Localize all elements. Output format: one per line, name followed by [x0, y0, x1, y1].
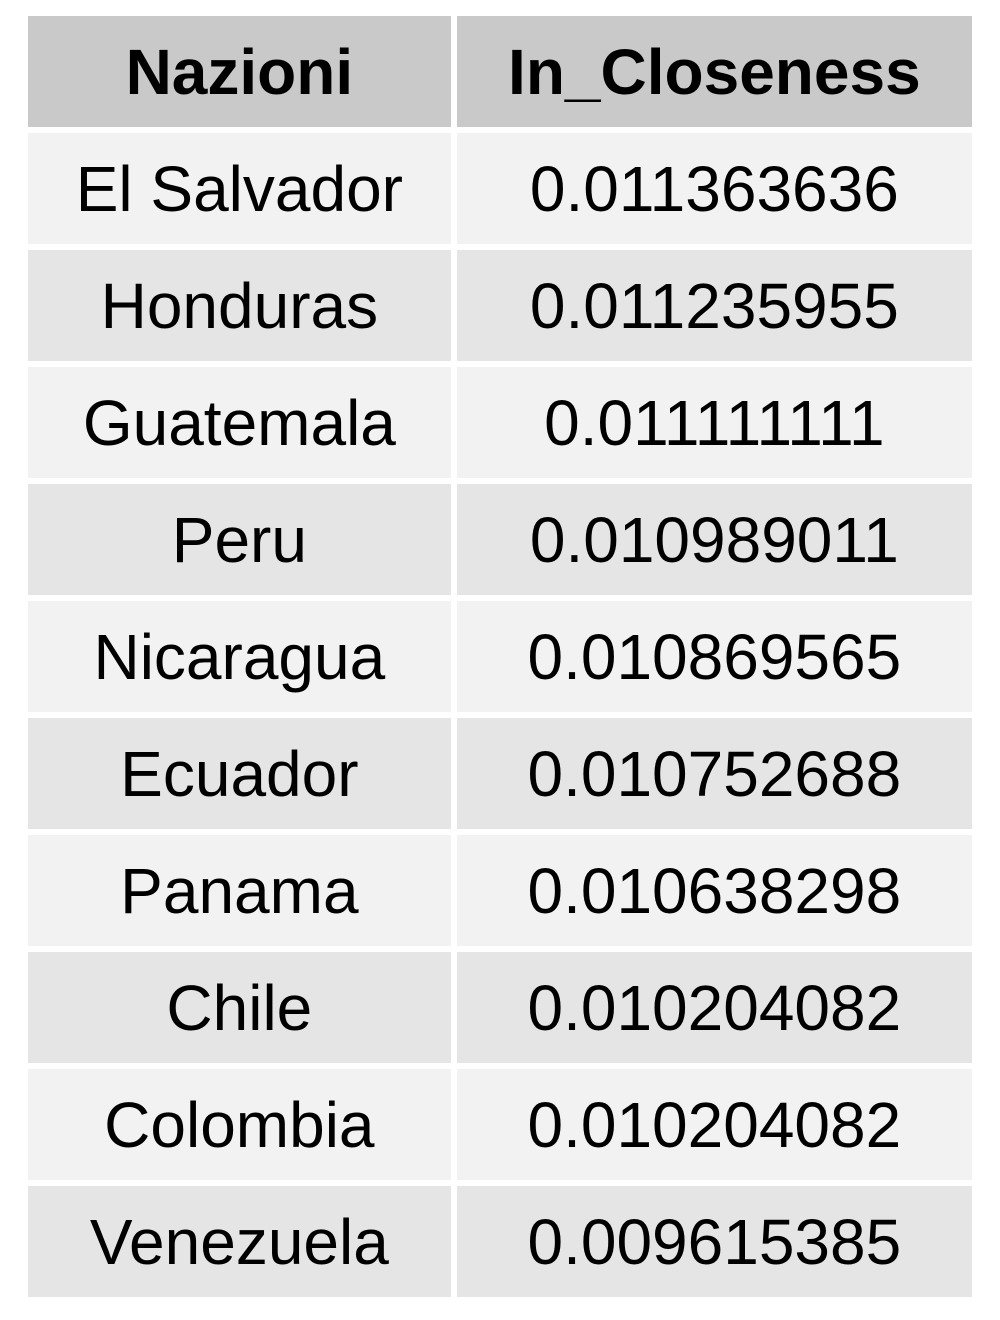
- cell-in-closeness: 0.011363636: [456, 133, 972, 244]
- cell-nazione: Venezuela: [28, 1186, 451, 1297]
- cell-nazione: Honduras: [28, 250, 451, 361]
- cell-in-closeness: 0.010204082: [456, 1069, 972, 1180]
- table-row: Nicaragua 0.010869565: [28, 601, 972, 712]
- cell-in-closeness: 0.009615385: [456, 1186, 972, 1297]
- cell-nazione: El Salvador: [28, 133, 451, 244]
- table-row: El Salvador 0.011363636: [28, 133, 972, 244]
- table-row: Peru 0.010989011: [28, 484, 972, 595]
- table-row: Guatemala 0.011111111: [28, 367, 972, 478]
- cell-in-closeness: 0.010752688: [456, 718, 972, 829]
- header-nazioni: Nazioni: [28, 16, 451, 127]
- cell-in-closeness: 0.011235955: [456, 250, 972, 361]
- cell-nazione: Chile: [28, 952, 451, 1063]
- table-row: Panama 0.010638298: [28, 835, 972, 946]
- header-row: Nazioni In_Closeness: [28, 16, 972, 127]
- table-row: Chile 0.010204082: [28, 952, 972, 1063]
- table-row: Venezuela 0.009615385: [28, 1186, 972, 1297]
- header-in-closeness: In_Closeness: [456, 16, 972, 127]
- data-table-container: Nazioni In_Closeness El Salvador 0.01136…: [28, 16, 972, 1297]
- cell-nazione: Nicaragua: [28, 601, 451, 712]
- closeness-table: Nazioni In_Closeness El Salvador 0.01136…: [22, 10, 978, 1303]
- cell-nazione: Panama: [28, 835, 451, 946]
- table-row: Colombia 0.010204082: [28, 1069, 972, 1180]
- cell-in-closeness: 0.011111111: [456, 367, 972, 478]
- cell-nazione: Peru: [28, 484, 451, 595]
- cell-in-closeness: 0.010989011: [456, 484, 972, 595]
- table-row: Ecuador 0.010752688: [28, 718, 972, 829]
- cell-nazione: Ecuador: [28, 718, 451, 829]
- cell-in-closeness: 0.010638298: [456, 835, 972, 946]
- cell-nazione: Guatemala: [28, 367, 451, 478]
- cell-nazione: Colombia: [28, 1069, 451, 1180]
- cell-in-closeness: 0.010869565: [456, 601, 972, 712]
- cell-in-closeness: 0.010204082: [456, 952, 972, 1063]
- table-row: Honduras 0.011235955: [28, 250, 972, 361]
